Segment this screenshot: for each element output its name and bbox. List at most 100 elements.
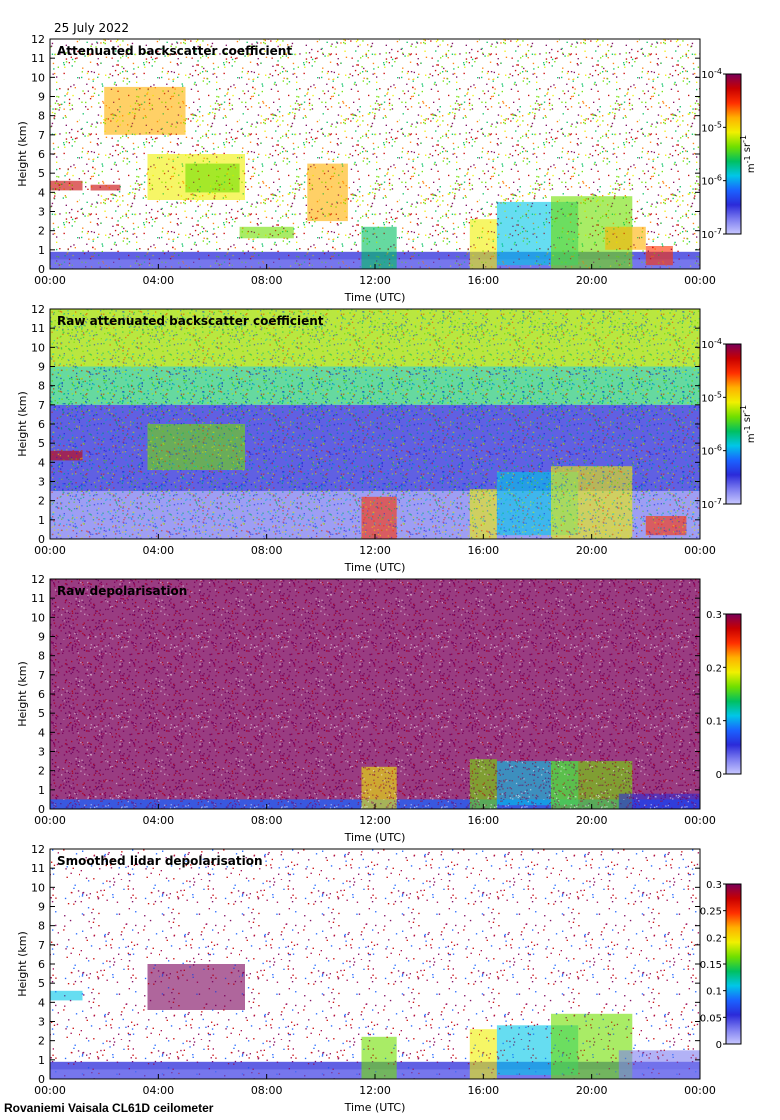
y-tick-label: 6 (38, 688, 45, 701)
y-tick-label: 4 (38, 726, 45, 739)
x-axis-label: Time (UTC) (344, 1101, 406, 1114)
y-tick-label: 6 (38, 148, 45, 161)
x-tick-label: 08:00 (251, 544, 283, 557)
y-tick-label: 0 (38, 263, 45, 276)
x-tick-label: 12:00 (359, 544, 391, 557)
x-tick-label: 16:00 (467, 1084, 499, 1097)
panel-1: Attenuated backscatter coefficient012345… (16, 33, 757, 304)
colorbar-tick-label: 0.1 (706, 987, 722, 998)
x-tick-label: 12:00 (359, 274, 391, 287)
y-tick-label: 12 (31, 33, 45, 46)
colorbar-tick-label: 0.1 (706, 717, 722, 728)
y-tick-label: 7 (38, 939, 45, 952)
x-tick-label: 04:00 (142, 814, 174, 827)
y-axis-label: Height (km) (16, 121, 29, 187)
y-tick-label: 6 (38, 958, 45, 971)
colorbar (725, 73, 742, 235)
y-tick-label: 11 (31, 322, 45, 335)
y-tick-label: 4 (38, 456, 45, 469)
x-tick-label: 04:00 (142, 544, 174, 557)
panel-2: Raw attenuated backscatter coefficient 0 1… (16, 303, 757, 574)
colorbar-tick-label: 0 (716, 1040, 722, 1051)
x-tick-label: 00:00 (684, 1084, 716, 1097)
y-axis-label: Height (km) (16, 661, 29, 727)
x-tick-label: 16:00 (467, 814, 499, 827)
x-tick-label: 00:00 (684, 274, 716, 287)
y-tick-label: 3 (38, 746, 45, 759)
speckle-overlay (50, 849, 700, 1079)
x-tick-label: 16:00 (467, 274, 499, 287)
y-tick-label: 3 (38, 1016, 45, 1029)
y-tick-label: 7 (38, 399, 45, 412)
y-tick-label: 8 (38, 380, 45, 393)
y-tick-label: 10 (31, 881, 45, 894)
y-tick-label: 0 (38, 533, 45, 546)
x-tick-label: 04:00 (142, 1084, 174, 1097)
speckle-overlay (50, 39, 700, 269)
y-tick-label: 0 (38, 1073, 45, 1086)
y-tick-label: 10 (31, 341, 45, 354)
x-tick-label: 20:00 (576, 274, 608, 287)
colorbar (725, 613, 742, 775)
y-tick-label: 2 (38, 225, 45, 238)
panel-4: Smoothed lidar depolarisation01234567891… (16, 843, 742, 1114)
y-tick-label: 3 (38, 476, 45, 489)
y-tick-label: 8 (38, 920, 45, 933)
colorbar-tick-label: 0.2 (706, 663, 722, 674)
colorbar-tick-label: 10-5 (701, 390, 722, 404)
x-tick-label: 16:00 (467, 544, 499, 557)
x-axis-label: Time (UTC) (344, 561, 406, 574)
x-tick-label: 00:00 (34, 544, 66, 557)
y-tick-label: 8 (38, 650, 45, 663)
y-tick-label: 0 (38, 803, 45, 816)
y-axis-label: Height (km) (16, 931, 29, 997)
colorbar-tick-label: 0.2 (706, 933, 722, 944)
x-tick-label: 00:00 (34, 814, 66, 827)
y-tick-label: 11 (31, 862, 45, 875)
x-tick-label: 20:00 (576, 544, 608, 557)
site-label: Rovaniemi Vaisala CL61D ceilometer (4, 1101, 214, 1115)
colorbar-tick-label: 10-5 (701, 120, 722, 134)
colorbar (725, 883, 742, 1045)
colorbar-tick-label: 0.05 (700, 1013, 722, 1024)
x-tick-label: 04:00 (142, 274, 174, 287)
speckle-overlay (50, 579, 700, 809)
y-axis-label: Height (km) (16, 391, 29, 457)
x-tick-label: 00:00 (34, 1084, 66, 1097)
y-tick-label: 10 (31, 611, 45, 624)
x-tick-label: 08:00 (251, 1084, 283, 1097)
y-tick-label: 12 (31, 303, 45, 316)
y-tick-label: 4 (38, 996, 45, 1009)
x-tick-label: 20:00 (576, 814, 608, 827)
panel-title: Raw depolarisation (57, 584, 187, 598)
y-tick-label: 3 (38, 206, 45, 219)
colorbar-tick-label: 10-4 (701, 67, 722, 81)
y-tick-label: 9 (38, 631, 45, 644)
x-tick-label: 12:00 (359, 814, 391, 827)
colorbar (725, 343, 742, 505)
x-tick-label: 08:00 (251, 274, 283, 287)
panel-title: Smoothed lidar depolarisation (57, 854, 263, 868)
colorbar-tick-label: 0.3 (706, 610, 722, 621)
y-tick-label: 2 (38, 495, 45, 508)
y-tick-label: 2 (38, 1035, 45, 1048)
colorbar-tick-label: 0.3 (706, 880, 722, 891)
y-tick-label: 1 (38, 784, 45, 797)
x-axis-label: Time (UTC) (344, 831, 406, 844)
y-tick-label: 5 (38, 437, 45, 450)
y-tick-label: 5 (38, 707, 45, 720)
x-axis-label: Time (UTC) (344, 291, 406, 304)
y-tick-label: 7 (38, 669, 45, 682)
x-tick-label: 20:00 (576, 1084, 608, 1097)
colorbar-tick-label: 0 (716, 770, 722, 781)
y-tick-label: 5 (38, 977, 45, 990)
y-tick-label: 11 (31, 52, 45, 65)
panel-title: Raw attenuated backscatter coefficient (57, 314, 324, 328)
colorbar-tick-label: 10-6 (701, 174, 722, 188)
y-tick-label: 5 (38, 167, 45, 180)
y-tick-label: 1 (38, 244, 45, 257)
y-tick-label: 12 (31, 573, 45, 586)
y-tick-label: 8 (38, 110, 45, 123)
colorbar-tick-label: 0.25 (700, 907, 722, 918)
